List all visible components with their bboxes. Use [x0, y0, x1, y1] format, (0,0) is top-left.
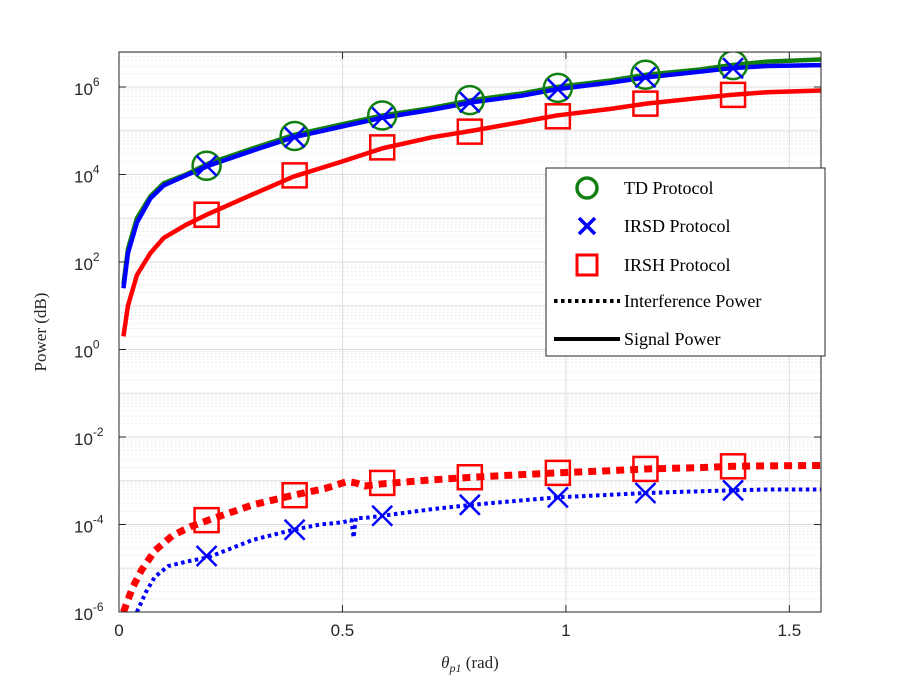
y-axis-label: Power (dB) [31, 293, 50, 372]
legend-irsd-label: IRSD Protocol [624, 216, 731, 236]
marker-x-stroke [634, 66, 657, 89]
marker-x [634, 482, 657, 504]
y-tick-label: 100 [74, 338, 100, 362]
marker-square [544, 459, 572, 487]
marker-circle [717, 52, 749, 81]
marker-x [283, 518, 306, 541]
marker-x [371, 106, 394, 129]
marker-x [195, 154, 218, 177]
marker-x-stroke [283, 518, 306, 541]
marker-square [193, 506, 220, 534]
marker-square [281, 481, 308, 509]
marker-square [456, 118, 484, 145]
marker-square [193, 201, 220, 228]
marker-x-stroke [371, 106, 394, 129]
marker-x-stroke [371, 504, 394, 527]
series-layer [120, 52, 821, 612]
marker-x-stroke [634, 482, 657, 504]
y-tick-label: 10-4 [74, 513, 104, 537]
marker-x [458, 91, 481, 114]
marker-x-stroke [458, 91, 481, 114]
y-tick-label: 10-2 [74, 425, 104, 449]
y-tick-label: 10-6 [74, 600, 104, 624]
marker-circle [454, 84, 486, 116]
series-line-2 [121, 88, 821, 337]
marker-x-stroke [195, 545, 218, 567]
x-axis-label: θp1 (rad) [441, 653, 499, 675]
x-tick-label: 0 [114, 621, 123, 640]
marker-x [283, 126, 306, 149]
x-tick-label: 1.5 [778, 621, 802, 640]
marker-x [371, 504, 394, 527]
marker-square [632, 455, 659, 483]
marker-square [281, 162, 308, 189]
marker-square [719, 453, 747, 480]
legend-irsd-x-icon [577, 216, 597, 236]
legend: TD Protocol IRSD Protocol IRSH Protocol … [545, 167, 826, 357]
marker-x [458, 493, 481, 516]
marker-circle [191, 150, 222, 181]
marker-square [368, 134, 396, 161]
marker-x-stroke [546, 78, 569, 101]
x-tick-label: 0.5 [331, 621, 355, 640]
marker-x-stroke [722, 479, 744, 502]
y-tick-label: 104 [74, 163, 100, 187]
marker-x [546, 486, 569, 509]
marker-x [722, 479, 744, 502]
ticks: 0 0.5 1 1.5 10-6 10-4 10-2 100 102 104 106 [74, 52, 821, 640]
legend-interference-label: Interference Power [624, 291, 761, 311]
marker-circle [630, 59, 661, 90]
legend-irsh-square-icon [575, 253, 599, 277]
legend-irsh-label: IRSH Protocol [624, 255, 731, 275]
marker-x [722, 57, 744, 80]
y-tick-label: 102 [74, 250, 100, 274]
legend-td-label: TD Protocol [624, 178, 714, 198]
y-tick-label: 106 [74, 75, 100, 99]
marker-x-stroke [722, 57, 744, 80]
legend-signal-label: Signal Power [624, 329, 721, 349]
marker-square [544, 103, 572, 130]
marker-square [456, 464, 484, 491]
marker-x [195, 545, 218, 567]
marker-circle [366, 100, 398, 131]
marker-x-stroke [546, 486, 569, 509]
marker-x-stroke [195, 154, 218, 177]
marker-x [634, 66, 657, 89]
clipped-series [120, 52, 821, 612]
marker-square [632, 90, 659, 117]
marker-square [719, 81, 747, 109]
series-line-3 [120, 461, 821, 612]
marker-circle [542, 72, 574, 104]
x-tick-label: 1 [561, 621, 570, 640]
marker-square [368, 469, 396, 497]
marker-circle [279, 120, 310, 152]
marker-x-stroke [458, 493, 481, 516]
marker-x [546, 78, 569, 101]
legend-td-circle-icon [575, 176, 599, 200]
legend-box [545, 167, 826, 357]
marker-x-stroke [283, 126, 306, 149]
